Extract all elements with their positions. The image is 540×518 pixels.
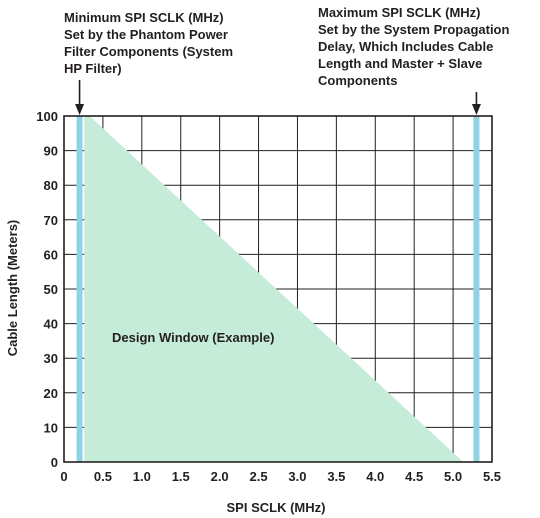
x-tick-label: 2.5 — [250, 469, 268, 484]
y-tick-label: 100 — [36, 109, 58, 124]
min-sclk-line — [76, 116, 83, 462]
x-tick-label: 4.0 — [366, 469, 384, 484]
x-tick-label: 1.0 — [133, 469, 151, 484]
x-tick-label: 3.5 — [327, 469, 345, 484]
min-sclk-annotation-line: Minimum SPI SCLK (MHz) — [64, 10, 224, 25]
y-axis-label: Cable Length (Meters) — [5, 220, 20, 357]
max-sclk-annotation-line: Length and Master + Slave — [318, 56, 482, 71]
design-window-label: Design Window (Example) — [112, 330, 274, 345]
min-sclk-annotation: Minimum SPI SCLK (MHz) Set by the Phantom… — [64, 10, 233, 76]
max-sclk-annotation-line: Set by the System Propagation — [318, 22, 509, 37]
x-tick-labels: 0 0.5 1.0 1.5 2.0 2.5 3.0 3.5 4.0 4.5 5.0 5.5 — [60, 469, 501, 484]
min-sclk-annotation-line: Filter Components (System — [64, 44, 233, 59]
x-tick-label: 4.5 — [405, 469, 423, 484]
x-tick-label: 5.5 — [483, 469, 501, 484]
x-tick-label: 3.0 — [288, 469, 306, 484]
y-tick-label: 0 — [51, 455, 58, 470]
y-tick-label: 90 — [44, 144, 58, 159]
max-sclk-annotation-line: Delay, Which Includes Cable — [318, 39, 493, 54]
y-tick-labels: 0 10 20 30 40 50 60 70 80 90 100 — [36, 109, 58, 470]
y-tick-label: 10 — [44, 420, 58, 435]
max-sclk-annotation-line: Maximum SPI SCLK (MHz) — [318, 5, 481, 20]
y-tick-label: 60 — [44, 247, 58, 262]
design-window-area — [84, 116, 464, 462]
plot-frame — [63, 115, 493, 463]
x-tick-label: 0.5 — [94, 469, 112, 484]
x-tick-label: 2.0 — [211, 469, 229, 484]
min-sclk-annotation-line: Set by the Phantom Power — [64, 27, 228, 42]
min-sclk-arrow-head — [75, 104, 85, 115]
max-sclk-annotation-line: Components — [318, 73, 397, 88]
y-tick-label: 70 — [44, 213, 58, 228]
x-tick-label: 0 — [60, 469, 67, 484]
max-sclk-annotation: Maximum SPI SCLK (MHz) Set by the System … — [318, 5, 509, 88]
y-tick-label: 30 — [44, 351, 58, 366]
x-axis-label: SPI SCLK (MHz) — [227, 500, 326, 515]
x-tick-label: 1.5 — [172, 469, 190, 484]
y-tick-label: 80 — [44, 178, 58, 193]
y-tick-label: 40 — [44, 317, 58, 332]
max-sclk-line — [473, 116, 480, 462]
min-sclk-annotation-line: HP Filter) — [64, 61, 122, 76]
x-tick-label: 5.0 — [444, 469, 462, 484]
annotation-arrows — [75, 80, 481, 115]
max-sclk-arrow-head — [471, 104, 481, 115]
y-tick-label: 20 — [44, 386, 58, 401]
y-tick-label: 50 — [44, 282, 58, 297]
